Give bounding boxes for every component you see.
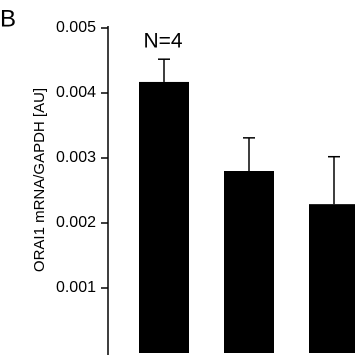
y-axis-label: ORAI1 mRNA/GAPDH [AU] [31, 88, 48, 272]
bar [309, 204, 355, 353]
y-tick-label: 0.005 [56, 19, 96, 36]
y-tick-label: 0.003 [56, 149, 96, 166]
y-tick-label: 0.001 [56, 279, 96, 296]
bar [139, 81, 189, 353]
y-tick-label: 0.002 [56, 214, 96, 231]
panel-label: B [0, 5, 16, 32]
y-tick-label: 0.004 [56, 84, 96, 101]
bar [224, 171, 274, 353]
annotation: N=4 [143, 30, 182, 53]
